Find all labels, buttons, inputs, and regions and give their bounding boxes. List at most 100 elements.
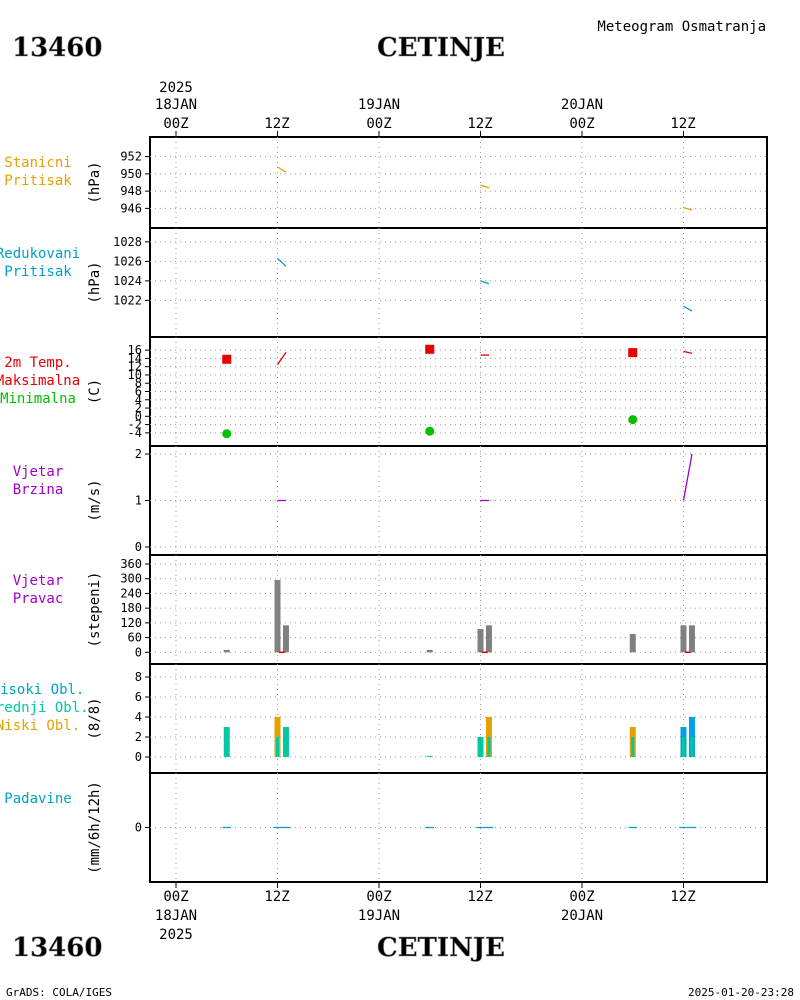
panel-title-line: 2m Temp. [4, 355, 71, 371]
panel-title-line: Minimalna [0, 391, 76, 407]
panel-frame [149, 136, 768, 229]
y-tick-label: 0 [135, 750, 142, 764]
y-tick-label: 2 [135, 401, 142, 415]
bottom-time-tick: 12Z [670, 889, 695, 905]
bar [223, 649, 230, 653]
y-tick-label: 0 [135, 821, 142, 835]
y-tick-label: 950 [120, 167, 142, 181]
bottom-time-tick: 00Z [569, 889, 594, 905]
bottom-time-axis: 00Z 12Z 00Z 12Z 00Z 12Z 18JAN 19JAN 20JA… [155, 889, 696, 943]
y-tick-label: 2 [135, 730, 142, 744]
bar [629, 633, 636, 653]
panel-stanicni_pritisak: 952 950 948 946 (hPa) Stanicni Pritisak [4, 136, 768, 229]
panel-title-line: Srednji Obl. [0, 700, 89, 716]
max-temp-marker [425, 344, 435, 354]
footer-station-id: 13460 [12, 933, 102, 963]
panel-frame [149, 772, 768, 883]
top-time-tick: 12Z [264, 116, 289, 132]
panel-redukovani_pritisak: 1028 1026 1024 1022 (hPa) Redukovani Pritisak [0, 227, 768, 338]
y-tick-label: -4 [128, 426, 142, 440]
y-tick-label: 1022 [113, 293, 142, 307]
y-tick-label: 4 [135, 710, 142, 724]
bar [426, 756, 433, 757]
bottom-time-tick: 12Z [467, 889, 492, 905]
y-tick-label: 1028 [113, 235, 142, 249]
y-axis-label: (8/8) [87, 697, 103, 739]
bottom-time-tick: 00Z [366, 889, 391, 905]
bar [487, 737, 491, 757]
y-tick-label: 10 [128, 368, 142, 382]
panel-title-line: Vjetar [13, 573, 64, 589]
y-tick-label: 952 [120, 150, 142, 164]
panel-title-line: Pritisak [4, 173, 72, 189]
max-temp-marker [628, 348, 638, 358]
series-line [480, 280, 490, 285]
series-line [277, 166, 287, 173]
top-time-tick: 12Z [670, 116, 695, 132]
panel-padavine: 0 (mm/6h/12h) Padavine [4, 772, 768, 883]
min-temp-marker [222, 429, 232, 439]
bar [282, 625, 289, 653]
panel-frame [149, 663, 768, 774]
y-tick-label: 4 [135, 393, 142, 407]
panel-title-line: Niski Obl. [0, 718, 80, 734]
panel-frame [149, 336, 768, 447]
bar [688, 625, 695, 653]
max-temp-marker [222, 354, 232, 364]
y-tick-label: 14 [128, 351, 142, 365]
bar [477, 629, 484, 653]
panel-title-line: Pritisak [4, 264, 72, 280]
bottom-date-label: 19JAN [358, 908, 400, 924]
bottom-year-label: 2025 [159, 927, 193, 943]
bar [426, 649, 433, 653]
footer-station-name: CETINJE [377, 933, 505, 963]
y-tick-label: 1 [135, 494, 142, 508]
series-line [480, 184, 490, 189]
panel-oblacnost: 8 6 4 2 0 (8/8)Visoki Obl. Srednji Obl. Niski O… [0, 663, 768, 774]
panel-title-line: Vjetar [13, 464, 64, 480]
y-tick-label: 300 [120, 572, 142, 586]
series-line [683, 206, 693, 211]
y-tick-label: 12 [128, 360, 142, 374]
min-temp-marker [425, 426, 435, 436]
bottom-date-label: 20JAN [561, 908, 603, 924]
panel-frame [149, 445, 768, 556]
panel-title-line: Pravac [13, 591, 64, 607]
panel-title-line: Maksimalna [0, 373, 80, 389]
y-tick-label: 16 [128, 343, 142, 357]
top-date-label: 20JAN [561, 97, 603, 113]
panel-title-line: Brzina [13, 482, 64, 498]
y-tick-label: 0 [135, 409, 142, 423]
y-axis-label: (mm/6h/12h) [87, 781, 103, 874]
bottom-date-label: 18JAN [155, 908, 197, 924]
top-time-tick: 12Z [467, 116, 492, 132]
y-axis-label: (m/s) [87, 479, 103, 521]
y-tick-label: 180 [120, 601, 142, 615]
y-tick-label: -2 [128, 418, 142, 432]
top-date-label: 18JAN [155, 97, 197, 113]
bar [276, 737, 279, 757]
series-line [683, 305, 693, 312]
panel-vjetar_brzina: 2 1 0 (m/s) Vjetar Brzina [13, 445, 768, 556]
y-axis-label: (stepeni) [87, 572, 103, 648]
bar [631, 737, 635, 757]
bottom-time-tick: 12Z [264, 889, 289, 905]
y-tick-label: 120 [120, 616, 142, 630]
bar [680, 625, 687, 653]
bar [477, 737, 484, 757]
bar [274, 579, 281, 653]
bottom-time-tick: 00Z [163, 889, 188, 905]
series-line [277, 258, 287, 267]
top-year-label: 2025 [159, 80, 193, 96]
y-tick-label: 1024 [113, 274, 142, 288]
top-time-axis: 2025 18JAN 19JAN 20JAN 00Z 12Z 00Z 12Z 0… [155, 80, 696, 132]
y-tick-label: 0 [135, 645, 142, 659]
panel-title-line: Padavine [4, 791, 71, 807]
y-tick-label: 6 [135, 385, 142, 399]
top-date-label: 19JAN [358, 97, 400, 113]
bar [690, 737, 694, 757]
y-axis-label: (hPa) [87, 161, 103, 203]
